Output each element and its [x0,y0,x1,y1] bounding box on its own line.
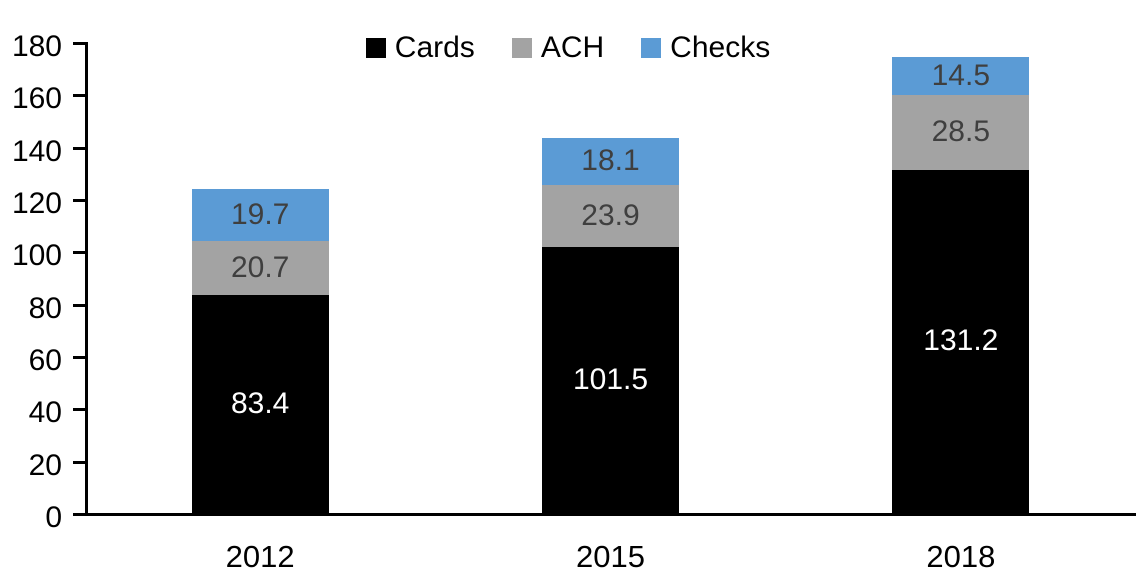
x-axis-line [85,513,1136,516]
y-tick-mark-160 [73,94,85,98]
x-axis-label-2015: 2015 [576,539,645,574]
x-axis-label-2012: 2012 [225,539,295,574]
y-tick-label-60: 60 [28,344,62,377]
bar-value-label-cards-2015: 101.5 [572,363,649,397]
y-tick-label-20: 20 [28,448,62,482]
bar-value-label-ach-2012: 20.7 [230,250,290,284]
legend-item-ach: ACH [511,31,605,64]
legend-item-cards: Cards [365,31,475,64]
bar-segment-checks-2012: 19.7 [191,189,329,241]
y-tick-label-180: 180 [11,30,62,63]
bar-segment-cards-2018: 131.2 [892,169,1030,513]
y-tick-mark-0 [73,513,85,516]
bar-segment-checks-2015: 18.1 [542,137,679,185]
x-axis-label-2018: 2018 [926,539,996,574]
y-tick-mark-80 [73,303,85,307]
legend-item-checks: Checks [641,33,770,63]
y-tick-label-40: 40 [28,396,62,430]
legend-label: Checks [670,31,771,64]
legend-swatch-checks [641,38,662,58]
y-tick-label-160: 160 [11,82,62,116]
legend-swatch-ach [511,38,532,58]
y-tick-mark-100 [73,251,85,255]
y-tick-mark-40 [73,408,85,412]
bar-value-label-checks-2018: 14.5 [931,59,991,93]
legend-swatch-cards [365,38,386,58]
chart-legend: Cards ACH Checks [0,33,1136,63]
bar-segment-ach-2015: 23.9 [542,184,679,248]
y-tick-mark-120 [73,199,85,202]
bar-segment-checks-2018: 14.5 [892,57,1030,96]
y-tick-label-120: 120 [11,187,62,220]
bar-segment-cards-2015: 101.5 [542,247,679,513]
y-tick-mark-140 [73,146,85,150]
bar-value-label-checks-2015: 18.1 [581,144,640,178]
y-tick-mark-180 [73,42,85,45]
bar-value-label-cards-2012: 83.4 [230,386,290,420]
legend-label: Cards [394,31,475,64]
y-tick-label-100: 100 [11,239,62,273]
bar-segment-cards-2012: 83.4 [191,294,329,513]
bar-value-label-ach-2015: 23.9 [581,199,640,233]
bar-value-label-cards-2018: 131.2 [923,324,999,358]
y-tick-mark-60 [73,356,85,359]
bar-segment-ach-2012: 20.7 [191,240,329,295]
bar-value-label-ach-2018: 28.5 [931,115,991,149]
y-tick-label-80: 80 [28,291,62,325]
y-tick-label-140: 140 [11,134,62,168]
y-axis-line [85,42,88,516]
bar-value-label-checks-2012: 19.7 [230,197,290,231]
y-tick-label-0: 0 [45,501,62,534]
y-tick-mark-20 [73,460,85,464]
bar-segment-ach-2018: 28.5 [892,95,1030,170]
legend-label: ACH [540,31,605,64]
